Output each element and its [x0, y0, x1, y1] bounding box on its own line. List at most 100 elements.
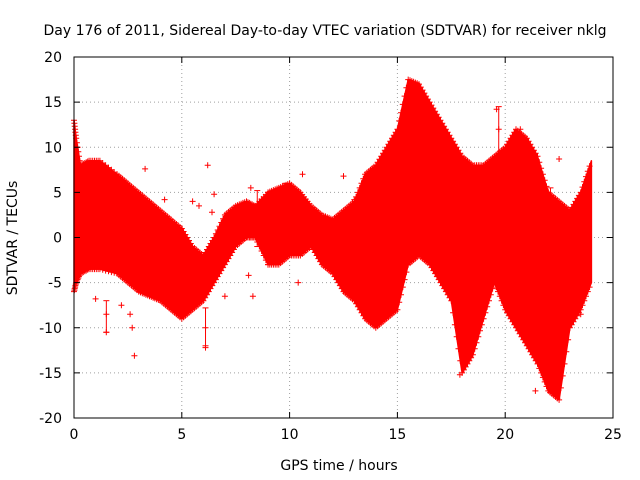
band-edge-marker: [583, 173, 589, 180]
outlier-point: [189, 198, 196, 205]
band-edge-marker: [581, 178, 588, 185]
band-edge-marker: [84, 158, 91, 165]
outlier-point: [545, 189, 552, 196]
band-edge-marker: [473, 339, 480, 346]
y-axis-label: SDTVAR / TECUs: [5, 181, 21, 296]
band-edge-marker: [477, 327, 483, 334]
band-edge-marker: [579, 302, 586, 309]
y-tick-label: -15: [39, 366, 62, 382]
outlier-point: [221, 293, 228, 300]
band-edge-marker: [543, 383, 550, 390]
outlier-point: [161, 196, 168, 203]
x-tick-label: 25: [604, 427, 622, 443]
band-edge-marker: [559, 372, 566, 379]
band-edge-marker: [538, 369, 545, 376]
x-tick-label: 15: [388, 427, 406, 443]
data-layer: [71, 76, 593, 403]
band-edge-marker: [480, 315, 487, 322]
band-edge-marker: [450, 309, 457, 316]
band-edge-marker: [250, 202, 257, 209]
band-edge-marker: [511, 321, 518, 328]
chart-title: Day 176 of 2011, Sidereal Day-to-day VTE…: [44, 23, 607, 39]
outlier-point: [209, 209, 215, 216]
outlier-point: [202, 344, 209, 351]
band-edge-marker: [96, 266, 103, 273]
axes-layer: 0 5 10 15 20 25 -20 -15 -10 -5 0 5 10 15 20: [39, 50, 622, 443]
band-edge-marker: [216, 223, 223, 230]
error-bar: [103, 300, 110, 333]
band-edge-marker: [541, 378, 548, 385]
band-edge-marker: [211, 234, 218, 241]
data-band: [73, 78, 593, 401]
band-edge-marker: [102, 267, 109, 274]
outlier-point: [211, 191, 218, 198]
band-edge-marker: [430, 105, 437, 112]
outlier-point: [142, 165, 149, 172]
y-tick-label: 20: [44, 50, 62, 66]
outlier-point: [517, 126, 524, 133]
y-tick-label: 5: [53, 185, 62, 201]
band-edge-marker: [457, 357, 464, 364]
band-edge-marker: [394, 306, 401, 313]
band-edge-marker: [111, 269, 118, 276]
outlier-point: [377, 227, 384, 234]
band-edge-marker: [583, 293, 589, 300]
band-edge-marker: [455, 345, 462, 352]
y-tick-label: 15: [44, 95, 62, 111]
band-edge-marker: [108, 269, 115, 276]
band-edge-marker: [478, 321, 485, 328]
band-edge-marker: [442, 288, 449, 295]
error-bar-point: [495, 126, 502, 133]
x-tick-label: 0: [70, 427, 79, 443]
band-edge-marker: [527, 141, 534, 148]
outlier-point: [456, 371, 463, 378]
band-edge-marker: [493, 284, 500, 291]
band-edge-marker: [565, 336, 572, 343]
band-edge-marker: [563, 348, 570, 355]
outlier-point: [566, 216, 573, 223]
band-edge-marker: [584, 168, 591, 175]
band-edge-marker: [584, 288, 591, 295]
band-edge-marker: [453, 333, 460, 340]
outlier-point: [351, 196, 358, 203]
band-edge-marker: [403, 269, 410, 276]
outlier-point: [131, 352, 138, 359]
band-edge-marker: [464, 360, 471, 367]
band-edge-marker: [360, 175, 367, 182]
error-bar-point: [202, 324, 209, 331]
band-edge-marker: [220, 215, 227, 222]
band-edge-marker: [539, 171, 546, 178]
band-edge-marker: [500, 302, 507, 309]
band-edge-marker: [401, 276, 408, 283]
band-edge-marker: [84, 266, 91, 273]
outlier-point: [530, 162, 537, 169]
y-tick-label: -10: [39, 321, 62, 337]
outlier-point: [196, 202, 202, 209]
band-edge-marker: [76, 153, 82, 160]
band-edge-marker: [313, 252, 320, 259]
band-edge-marker: [212, 230, 219, 237]
error-bar: [254, 190, 261, 248]
band-edge-marker: [556, 396, 563, 403]
error-bar: [282, 182, 289, 248]
band-edge-marker: [75, 148, 82, 155]
outlier-point: [532, 387, 539, 394]
outlier-point: [249, 293, 256, 300]
band-edge-marker: [214, 227, 221, 233]
band-edge-marker: [260, 252, 267, 259]
x-tick-label: 10: [281, 427, 299, 443]
x-tick-label: 20: [496, 427, 514, 443]
band-edge-marker: [354, 189, 361, 196]
band-edge-marker: [561, 360, 568, 367]
y-tick-label: 0: [53, 231, 62, 247]
band-edge-marker: [541, 177, 548, 184]
band-edge-marker: [76, 157, 83, 164]
outlier-point: [245, 272, 252, 279]
band-edge-marker: [262, 257, 269, 264]
band-edge-marker: [581, 297, 588, 304]
band-edge-marker: [396, 299, 403, 306]
outlier-point: [469, 342, 476, 349]
band-edge-marker: [579, 184, 586, 191]
band-edge-marker: [534, 153, 541, 160]
